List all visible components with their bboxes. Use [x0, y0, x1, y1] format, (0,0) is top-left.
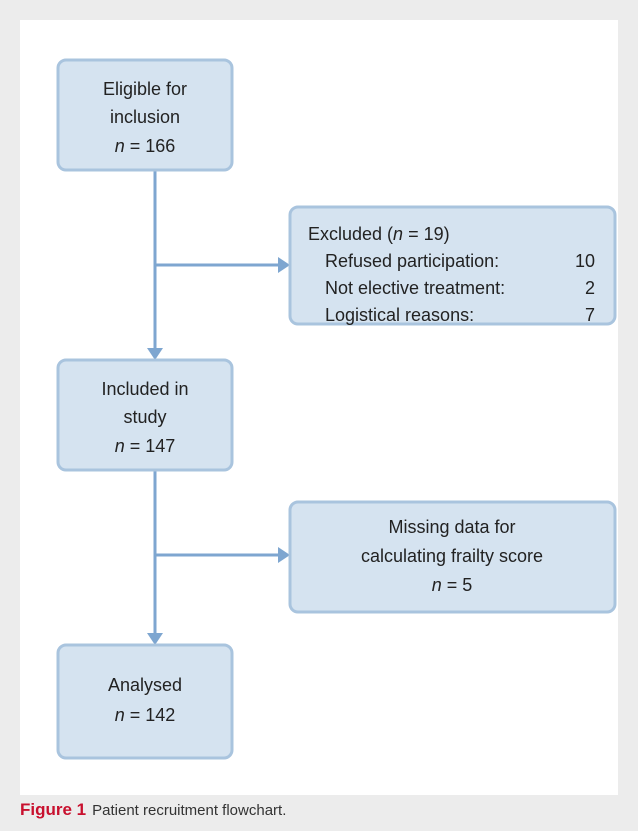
count-symbol: n: [115, 136, 125, 156]
caption-label: Figure 1: [20, 800, 87, 819]
caption-text: Patient recruitment flowchart.: [92, 802, 287, 819]
count-symbol: n: [115, 705, 125, 725]
node-count: n = 166: [115, 136, 176, 156]
node-text: inclusion: [110, 107, 180, 127]
item-value: 10: [575, 251, 595, 271]
count-value: = 166: [130, 136, 176, 156]
item-label: Not elective treatment:: [325, 278, 505, 298]
exclusion-count: n = 5: [432, 575, 473, 595]
caption: Figure 1 Patient recruitment flowchart.: [20, 800, 286, 820]
exclusion-box: [288, 205, 617, 326]
arrowhead: [278, 257, 290, 273]
node-box: [56, 58, 234, 172]
count-value: = 147: [130, 436, 176, 456]
node-text: Included in: [101, 379, 188, 399]
title-part: n: [393, 224, 403, 244]
title-part: Excluded (: [308, 224, 393, 244]
arrowhead: [147, 633, 163, 645]
exclusion-box: [288, 500, 617, 614]
exclusion-text: Missing data for: [388, 517, 515, 537]
flowchart: Eligible for inclusion n = 166 Excluded …: [20, 20, 618, 795]
title-part: = 19): [403, 224, 450, 244]
count-value: = 5: [447, 575, 473, 595]
node-text: Eligible for: [103, 79, 187, 99]
count-value: = 142: [130, 705, 176, 725]
count-symbol: n: [115, 436, 125, 456]
arrowhead: [147, 348, 163, 360]
item-label: Logistical reasons:: [325, 305, 474, 325]
item-label: Refused participation:: [325, 251, 499, 271]
node-text: study: [123, 407, 166, 427]
item-value: 2: [585, 278, 595, 298]
node-count: n = 147: [115, 436, 176, 456]
exclusion-title: Excluded (n = 19): [308, 224, 450, 244]
node-box: [56, 643, 234, 760]
arrowhead: [278, 547, 290, 563]
count-symbol: n: [432, 575, 442, 595]
node-count: n = 142: [115, 705, 176, 725]
exclusion-text: calculating frailty score: [361, 546, 543, 566]
node-box: [56, 358, 234, 472]
node-text: Analysed: [108, 675, 182, 695]
item-value: 7: [585, 305, 595, 325]
